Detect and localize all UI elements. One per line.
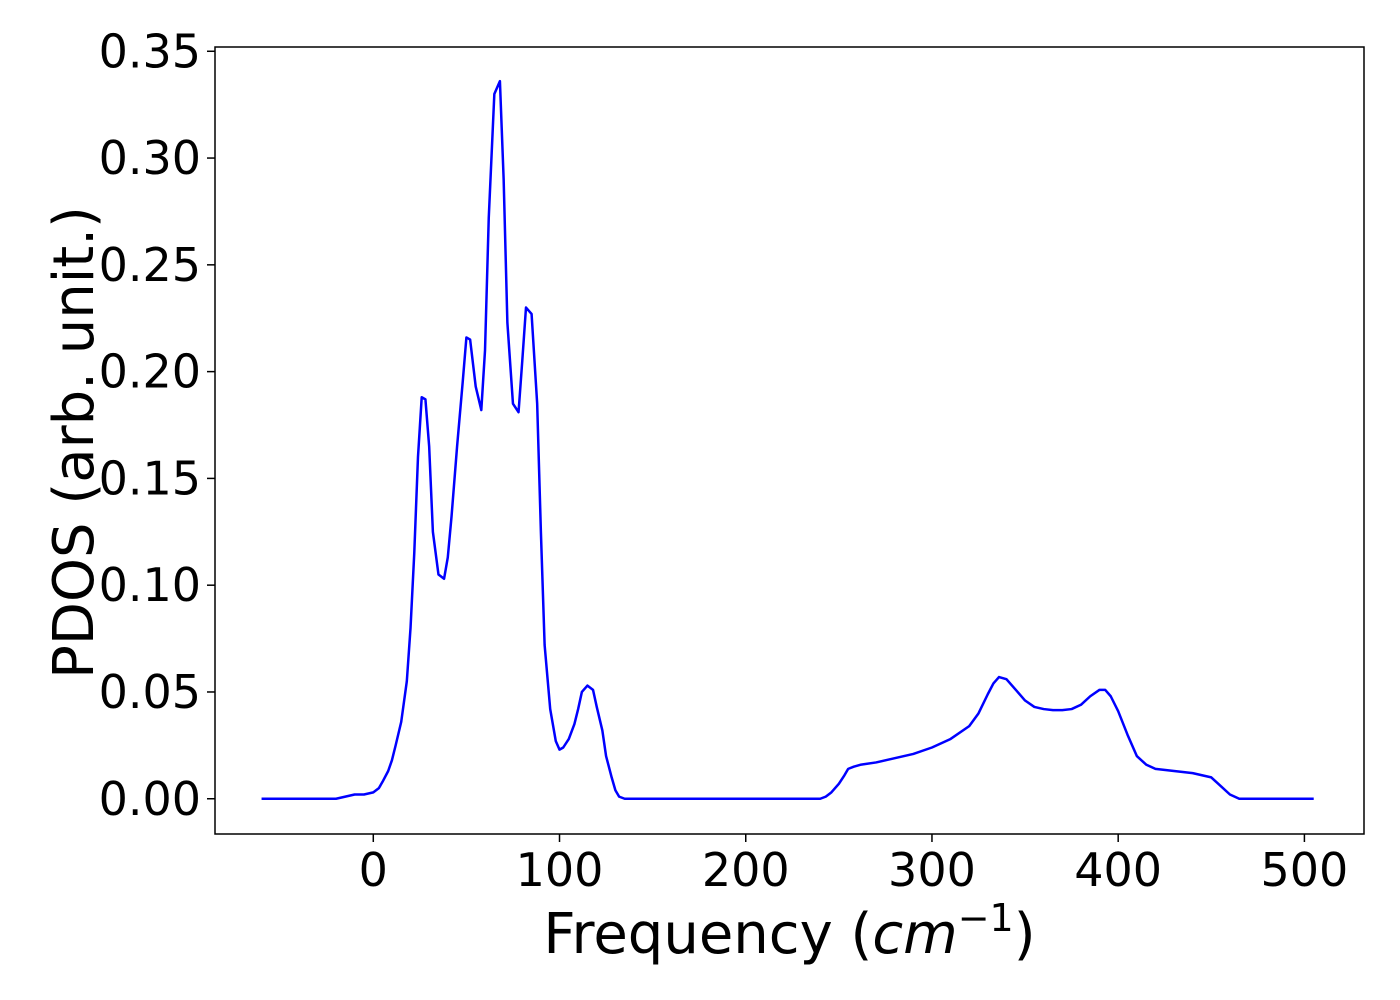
y-tick-label: 0.25	[99, 238, 201, 292]
x-tick-label: 0	[359, 843, 388, 897]
x-tick-label: 100	[516, 843, 604, 897]
axes-frame	[214, 46, 1365, 835]
pdos-series-line	[261, 79, 1314, 801]
x-tick-label: 500	[1261, 843, 1349, 897]
y-tick-label: 0.20	[99, 345, 201, 399]
y-axis-ticks: 0.00 0.05 0.10 0.15 0.20 0.25 0.30 0.35	[99, 24, 215, 826]
y-tick-label: 0.10	[99, 558, 201, 612]
plot-area	[261, 79, 1314, 801]
y-tick-label: 0.00	[99, 772, 201, 826]
y-tick-label: 0.35	[99, 24, 201, 78]
y-tick-label: 0.05	[99, 665, 201, 719]
y-tick-label: 0.30	[99, 131, 201, 185]
x-tick-label: 400	[1074, 843, 1162, 897]
x-axis-label: Frequency (cm−1)	[543, 896, 1035, 967]
x-tick-label: 200	[702, 843, 790, 897]
y-tick-label: 0.15	[99, 451, 201, 505]
x-tick-label: 300	[888, 843, 976, 897]
y-axis-label: PDOS (arb. unit.)	[42, 206, 107, 679]
x-axis-ticks: 0 100 200 300 400 500	[359, 834, 1349, 897]
